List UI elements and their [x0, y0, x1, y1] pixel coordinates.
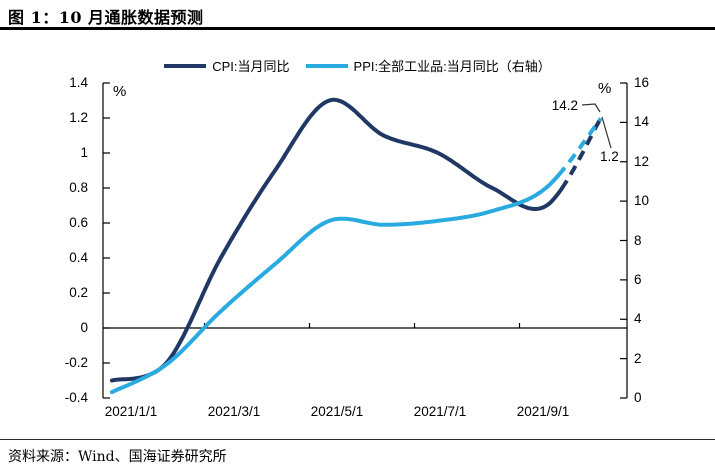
left-axis-unit: %: [113, 83, 127, 100]
ppi-annotation-leader: [581, 103, 601, 113]
left-axis-tick-label: 0.8: [69, 180, 88, 195]
right-axis-tick-label: 8: [634, 232, 642, 248]
left-axis-tick-label: 0.4: [69, 250, 88, 265]
annotation-cpi-forecast: 1.2: [600, 149, 619, 164]
footer-rule: [0, 439, 715, 440]
source-note: 资料来源：Wind、国海证券研究所: [8, 449, 227, 465]
left-axis-tick-label: -0.4: [64, 390, 88, 405]
x-axis-tick-label: 2021/3/1: [207, 404, 261, 419]
legend-swatch-cpi: [164, 63, 207, 68]
left-axis-tick-label: 1.2: [69, 110, 88, 125]
legend-item-ppi: PPI:全部工业品:当月同比（右轴）: [305, 56, 551, 75]
right-axis-tick-label: 0: [634, 390, 642, 405]
figure-title: 图 1：10 月通胀数据预测: [8, 8, 204, 27]
x-axis-tick-label: 2021/7/1: [413, 404, 467, 419]
left-axis-tick-label: 0.6: [69, 215, 88, 230]
x-axis-tick-label: 2021/9/1: [516, 404, 570, 419]
left-axis-tick-label: 0: [80, 320, 88, 335]
right-axis-tick-label: 4: [634, 311, 642, 327]
right-axis-tick-label: 12: [634, 153, 650, 169]
cpi-annotation-leader: [601, 116, 612, 149]
legend-item-cpi: CPI:当月同比: [164, 56, 290, 75]
left-axis-tick-label: -0.2: [64, 355, 88, 370]
left-axis-tick-label: 0.2: [69, 285, 88, 300]
right-axis-tick-label: 16: [634, 75, 650, 90]
legend: CPI:当月同比 PPI:全部工业品:当月同比（右轴）: [0, 56, 715, 75]
title-rule: [0, 27, 715, 30]
right-axis-tick-label: 14: [634, 114, 650, 130]
right-axis-unit: %: [598, 80, 612, 97]
cpi-forecast-dashed-line: [559, 116, 603, 191]
legend-label-cpi: CPI:当月同比: [212, 59, 290, 74]
tick-marks: [103, 82, 627, 399]
cpi-line: [110, 97, 564, 383]
left-axis-tick-label: 1.4: [69, 75, 88, 90]
x-axis-tick-label: 2021/1/1: [104, 404, 158, 419]
right-axis-tick-label: 2: [634, 350, 642, 366]
legend-swatch-ppi: [305, 63, 348, 68]
x-axis-tick-label: 2021/5/1: [310, 404, 364, 419]
ppi-line: [110, 173, 561, 395]
right-axis-tick-label: 10: [634, 193, 650, 209]
ppi-forecast-dashed-line: [556, 117, 603, 177]
annotation-ppi-forecast: 14.2: [551, 98, 578, 113]
legend-label-ppi: PPI:全部工业品:当月同比（右轴）: [353, 59, 551, 74]
left-axis-tick-label: 1: [80, 145, 88, 160]
right-axis-tick-label: 6: [634, 271, 642, 287]
